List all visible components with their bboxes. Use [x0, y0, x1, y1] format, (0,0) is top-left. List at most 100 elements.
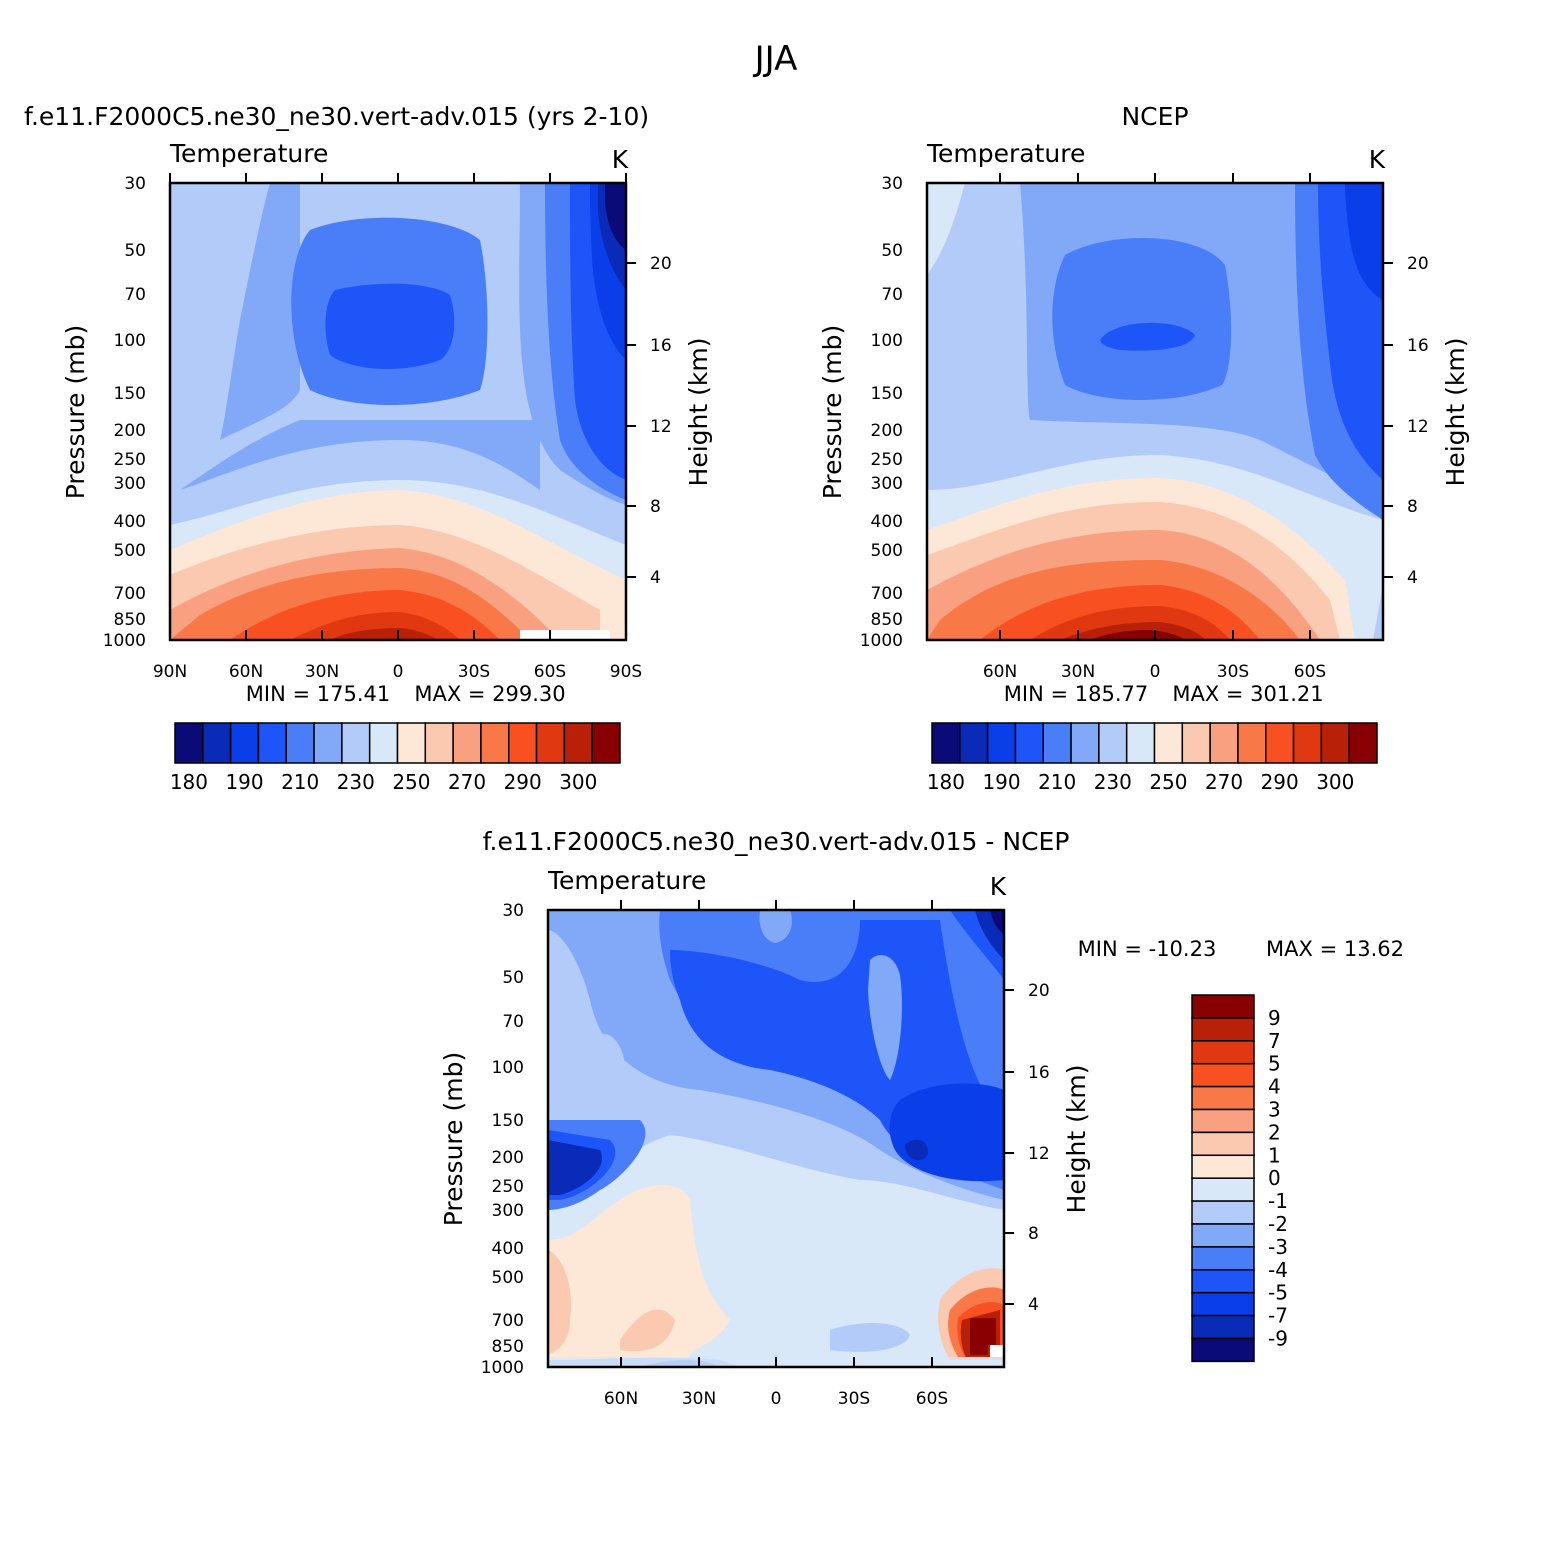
colorbar-swatch	[1191, 1291, 1255, 1317]
max-label: MAX = 299.30	[414, 682, 565, 706]
colorbar-label: 180	[927, 770, 965, 794]
colorbar-label: 7	[1268, 1029, 1281, 1053]
y-axis-label: Pressure (mb)	[818, 325, 847, 499]
y-tick-right: 20	[1407, 254, 1429, 274]
colorbar-swatch	[1042, 722, 1072, 764]
colorbar-label: 250	[392, 770, 430, 794]
colorbar-swatch	[1320, 722, 1350, 764]
colorbar-swatch	[1153, 722, 1184, 764]
colorbar-swatch	[1181, 722, 1211, 764]
colorbar-label: 250	[1149, 770, 1187, 794]
y-tick: 500	[492, 1268, 524, 1288]
colorbar-swatch	[174, 722, 204, 764]
y-tick: 250	[871, 450, 903, 470]
panel-ncep-units: K	[1369, 145, 1386, 174]
colorbar-swatch	[1098, 722, 1128, 764]
colorbar-swatch	[1125, 722, 1156, 764]
y-tick: 300	[871, 474, 903, 494]
min-label: MIN = 175.41	[246, 682, 390, 706]
colorbar-ncep: 180 190 210 230 250 270 290 300	[927, 722, 1378, 794]
colorbar-swatch	[508, 722, 538, 764]
panel-ncep-axes: 60N 30N 0 30S 60S 30 50 70 100 150 200 2…	[818, 173, 1470, 682]
y-tick-right: 8	[650, 497, 661, 517]
x-tick: 60N	[604, 1389, 638, 1409]
x-tick: 60N	[229, 662, 263, 682]
colorbar-label: 2	[1268, 1120, 1281, 1144]
colorbar-label: 210	[1038, 770, 1076, 794]
panel-diff-units: K	[990, 872, 1007, 901]
y-tick-right: 12	[1407, 417, 1429, 437]
x-tick: 90S	[610, 662, 642, 682]
y-tick: 1000	[481, 1358, 524, 1378]
y-tick-right: 12	[650, 417, 672, 437]
colorbar-swatch	[1191, 1269, 1255, 1294]
colorbar-swatch	[1191, 1177, 1255, 1202]
colorbar-swatch	[1191, 1108, 1255, 1134]
colorbar-label: 300	[1316, 770, 1354, 794]
colorbar-label: -7	[1268, 1304, 1288, 1328]
y-tick: 500	[871, 541, 903, 561]
y-tick: 850	[871, 610, 903, 630]
x-tick: 90N	[153, 662, 187, 682]
panel-model-plot-area	[170, 183, 626, 640]
y-tick-right: 20	[1028, 981, 1050, 1001]
panel-diff: f.e11.F2000C5.ne30_ne30.vert-adv.015 - N…	[439, 827, 1404, 1409]
y-tick: 30	[502, 901, 524, 921]
colorbar-label: 270	[1205, 770, 1243, 794]
y-tick: 400	[492, 1239, 524, 1259]
colorbar-label: 4	[1268, 1075, 1281, 1099]
panel-model-units: K	[612, 145, 629, 174]
x-tick: 30S	[1217, 662, 1249, 682]
y-tick: 200	[871, 421, 903, 441]
y-tick-right: 16	[1407, 336, 1429, 356]
colorbar-swatch	[424, 722, 454, 764]
colorbar-swatch	[480, 722, 510, 764]
y-tick: 300	[114, 474, 146, 494]
y-tick: 100	[871, 331, 903, 351]
max-label: MAX = 301.21	[1172, 682, 1323, 706]
colorbar-swatch	[563, 722, 593, 764]
colorbar-swatch	[1191, 1200, 1255, 1225]
colorbar-label: 180	[170, 770, 208, 794]
x-tick: 30N	[682, 1389, 716, 1409]
y-axis-label: Pressure (mb)	[61, 325, 90, 499]
colorbar-label: 270	[448, 770, 486, 794]
colorbar-swatch	[285, 722, 315, 764]
y-tick: 150	[114, 384, 146, 404]
colorbar-swatch	[591, 722, 621, 764]
colorbar-swatch	[1070, 722, 1100, 764]
y-tick: 700	[114, 584, 146, 604]
x-tick: 30S	[838, 1389, 870, 1409]
y-tick-right: 4	[650, 568, 661, 588]
colorbar-swatch	[396, 722, 427, 764]
y-tick-right: 4	[1028, 1295, 1039, 1315]
colorbar-label: 5	[1268, 1052, 1281, 1076]
colorbar-swatch	[1265, 722, 1295, 764]
x-tick: 60S	[1294, 662, 1326, 682]
x-tick: 30N	[1061, 662, 1095, 682]
colorbar-swatch	[1191, 1223, 1255, 1248]
y-axis-label-right: Height (km)	[1441, 338, 1470, 487]
y-tick: 250	[492, 1177, 524, 1197]
colorbar-label: -9	[1268, 1327, 1288, 1351]
colorbar-swatch	[1237, 722, 1267, 764]
y-tick: 250	[114, 450, 146, 470]
x-tick: 60S	[916, 1389, 948, 1409]
panel-ncep: NCEP Temperature K	[818, 102, 1470, 794]
figure-title: JJA	[753, 39, 798, 79]
colorbar-swatch	[1191, 994, 1255, 1019]
colorbar-swatch	[202, 722, 232, 764]
colorbar-swatch	[959, 722, 989, 764]
panel-diff-title: f.e11.F2000C5.ne30_ne30.vert-adv.015 - N…	[483, 827, 1070, 856]
panel-model-title: f.e11.F2000C5.ne30_ne30.vert-adv.015 (yr…	[24, 102, 649, 131]
colorbar-label: -2	[1268, 1212, 1288, 1236]
y-tick: 30	[881, 174, 903, 194]
y-tick: 200	[492, 1148, 524, 1168]
panel-ncep-plot-area	[927, 183, 1383, 640]
x-tick: 60S	[534, 662, 566, 682]
colorbar-label: 3	[1268, 1098, 1281, 1122]
colorbar-label: 300	[559, 770, 597, 794]
y-tick: 850	[114, 610, 146, 630]
colorbar-label: 230	[1094, 770, 1132, 794]
